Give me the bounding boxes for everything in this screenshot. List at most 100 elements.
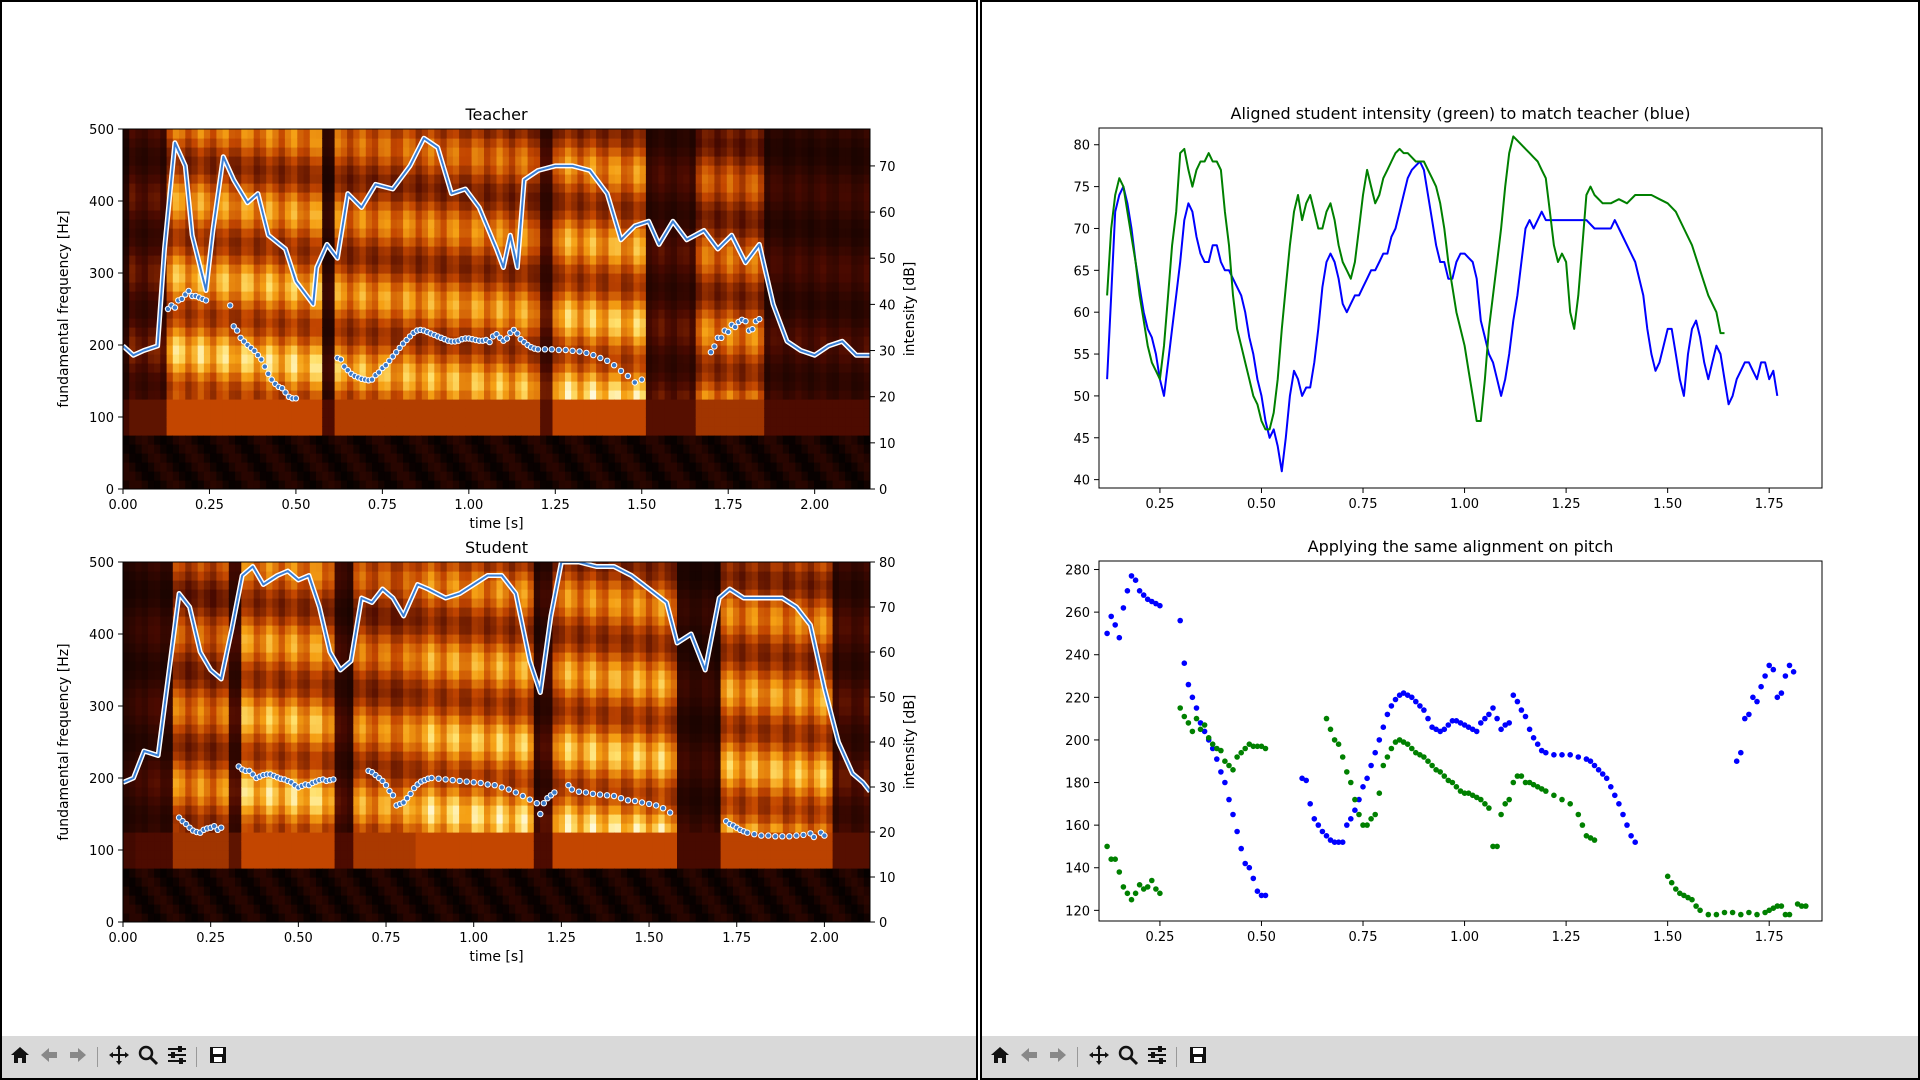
spectrogram-cell bbox=[608, 165, 616, 175]
spectrogram-cell bbox=[216, 264, 224, 274]
spectrogram-cell bbox=[558, 372, 566, 382]
spectrogram-cell bbox=[608, 192, 616, 202]
spectrogram-cell bbox=[465, 363, 473, 373]
spectrogram-cell bbox=[826, 174, 834, 184]
spectrogram-cell bbox=[720, 201, 728, 211]
spectrogram-cell bbox=[334, 363, 342, 373]
spectrogram-cell bbox=[689, 255, 697, 265]
spectrogram-cell bbox=[789, 300, 796, 310]
spectrogram-cell bbox=[484, 192, 491, 202]
spectrogram-cell bbox=[135, 363, 143, 373]
spectrogram-cell bbox=[228, 471, 236, 481]
spectrogram-cell bbox=[415, 273, 423, 283]
spectrogram-cell bbox=[502, 282, 510, 292]
spectrogram-cell bbox=[608, 417, 616, 427]
spectrogram-cell bbox=[459, 363, 466, 373]
spectrogram-cell bbox=[807, 444, 815, 454]
spectrogram-cell bbox=[390, 399, 398, 409]
spectrogram-cell bbox=[421, 399, 429, 409]
spectrogram-cell bbox=[147, 210, 155, 220]
spectrogram-cell bbox=[440, 138, 448, 148]
spectrogram-cell bbox=[583, 327, 591, 337]
spectrogram-cell bbox=[745, 210, 753, 220]
spectrogram-cell bbox=[614, 165, 622, 175]
spectrogram-cell bbox=[459, 354, 466, 364]
spectrogram-cell bbox=[409, 309, 417, 319]
spectrogram-cell bbox=[776, 462, 784, 472]
spectrogram-cell bbox=[390, 336, 398, 346]
spectrogram-cell bbox=[129, 282, 136, 292]
spectrogram-cell bbox=[552, 174, 560, 184]
spectrogram-cell bbox=[465, 444, 473, 454]
spectrogram-cell bbox=[328, 183, 336, 193]
spectrogram-cell bbox=[490, 210, 498, 220]
spectrogram-cell bbox=[353, 399, 361, 409]
spectrogram-cell bbox=[795, 129, 803, 139]
spectrogram-cell bbox=[745, 138, 753, 148]
spectrogram-cell bbox=[291, 228, 298, 238]
spectrogram-cell bbox=[390, 462, 398, 472]
spectrogram-cell bbox=[409, 219, 417, 229]
spectrogram-cell bbox=[527, 237, 535, 247]
spectrogram-cell bbox=[235, 462, 242, 472]
spectrogram-cell bbox=[751, 408, 759, 418]
spectrogram-cell bbox=[147, 426, 155, 436]
spectrogram-cell bbox=[863, 201, 870, 211]
spectrogram-cell bbox=[316, 237, 323, 247]
spectrogram-cell bbox=[228, 336, 236, 346]
spectrogram-cell bbox=[459, 300, 466, 310]
spectrogram-cell bbox=[154, 480, 161, 489]
spectrogram-cell bbox=[826, 129, 834, 139]
spectrogram-cell bbox=[160, 390, 168, 400]
spectrogram-cell bbox=[328, 363, 336, 373]
spectrogram-cell bbox=[490, 147, 498, 157]
spectrogram-cell bbox=[621, 417, 628, 427]
spectrogram-cell bbox=[757, 264, 765, 274]
spectrogram-cell bbox=[720, 309, 728, 319]
spectrogram-cell bbox=[782, 327, 790, 337]
spectrogram-cell bbox=[266, 408, 273, 418]
spectrogram-cell bbox=[832, 246, 840, 256]
spectrogram-cell bbox=[378, 255, 385, 265]
spectrogram-cell bbox=[664, 147, 672, 157]
spectrogram-cell bbox=[627, 300, 634, 310]
spectrogram-cell bbox=[241, 327, 249, 337]
spectrogram-cell bbox=[210, 363, 217, 373]
spectrogram-cell bbox=[316, 354, 323, 364]
spectrogram-cell bbox=[459, 129, 466, 139]
spectrogram-cell bbox=[322, 183, 329, 193]
spectrogram-cell bbox=[720, 165, 728, 175]
spectrogram-cell bbox=[789, 345, 796, 355]
spectrogram-cell bbox=[621, 192, 628, 202]
spectrogram-cell bbox=[521, 471, 529, 481]
spectrogram-cell bbox=[652, 381, 659, 391]
spectrogram-cell bbox=[540, 435, 547, 445]
spectrogram-cell bbox=[228, 183, 236, 193]
spectrogram-cell bbox=[782, 471, 790, 481]
spectrogram-cell bbox=[863, 246, 870, 256]
spectrogram-cell bbox=[508, 480, 516, 489]
spectrogram-cell bbox=[185, 408, 193, 418]
spectrogram-cell bbox=[627, 327, 634, 337]
spectrogram-cell bbox=[863, 399, 870, 409]
spectrogram-cell bbox=[421, 138, 429, 148]
spectrogram-teacher bbox=[123, 129, 870, 489]
spectrogram-cell bbox=[440, 390, 448, 400]
spectrogram-cell bbox=[484, 453, 491, 463]
spectrogram-cell bbox=[621, 408, 628, 418]
spectrogram-cell bbox=[751, 327, 759, 337]
spectrogram-cell bbox=[502, 408, 510, 418]
spectrogram-cell bbox=[421, 156, 429, 166]
spectrogram-cell bbox=[639, 462, 647, 472]
spectrogram-cell bbox=[272, 336, 280, 346]
spectrogram-cell bbox=[695, 327, 703, 337]
spectrogram-cell bbox=[552, 210, 560, 220]
spectrogram-cell bbox=[540, 417, 547, 427]
spectrogram-cell bbox=[614, 264, 622, 274]
spectrogram-cell bbox=[577, 255, 585, 265]
spectrogram-cell bbox=[633, 480, 641, 489]
spectrogram-cell bbox=[471, 147, 479, 157]
spectrogram-cell bbox=[714, 300, 722, 310]
spectrogram-cell bbox=[484, 183, 491, 193]
spectrogram-cell bbox=[340, 300, 348, 310]
